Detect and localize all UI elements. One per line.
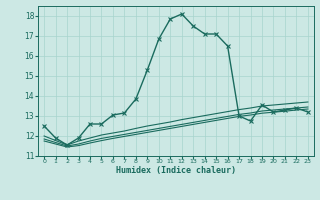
X-axis label: Humidex (Indice chaleur): Humidex (Indice chaleur) bbox=[116, 166, 236, 175]
